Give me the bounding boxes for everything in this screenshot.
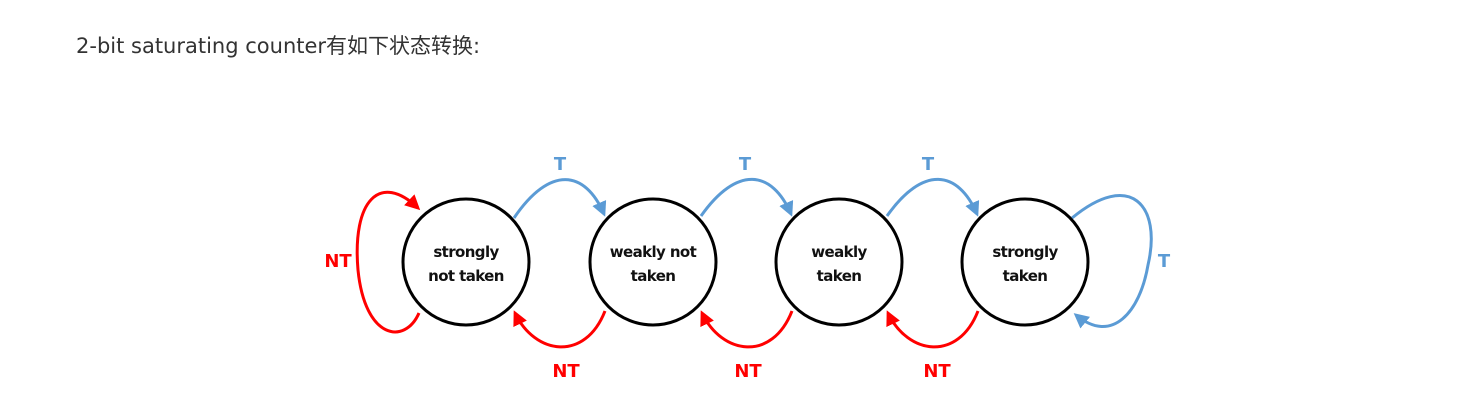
state-label-1-line1: weakly not — [610, 243, 697, 261]
state-circle-strongly-not-taken — [401, 197, 531, 327]
state-label-3-line1: strongly — [992, 243, 1058, 261]
state-label-0-line2: not taken — [428, 267, 504, 285]
edge-label-t-1: T — [554, 154, 567, 175]
state-label-2-line1: weakly — [811, 243, 867, 261]
state-label-3-line2: taken — [1003, 267, 1048, 285]
state-circle-weakly-taken — [774, 197, 904, 327]
state-label-0-line1: strongly — [433, 243, 499, 261]
edge-nt-self-snt — [355, 190, 421, 334]
edge-nt-wt-wnt — [700, 310, 794, 349]
edge-nt-wnt-snt — [513, 310, 607, 349]
edge-nt-st-wt — [886, 310, 980, 349]
edge-t-wt-st — [885, 178, 980, 217]
state-label-1-line2: taken — [631, 267, 676, 285]
edge-label-nt-self: NT — [324, 251, 352, 272]
edge-label-nt-3: NT — [923, 361, 951, 382]
edge-label-nt-1: NT — [552, 361, 580, 382]
edge-t-wnt-wt — [699, 178, 794, 217]
edge-label-t-2: T — [739, 154, 752, 175]
edge-t-snt-wnt — [512, 178, 607, 219]
edge-label-t-3: T — [922, 154, 935, 175]
state-label-2-line2: taken — [817, 267, 862, 285]
edge-label-nt-2: NT — [734, 361, 762, 382]
edge-label-t-self: T — [1158, 251, 1171, 272]
intro-text: 2-bit saturating counter有如下状态转换: — [76, 34, 481, 58]
state-circle-strongly-taken — [960, 197, 1090, 327]
state-circle-weakly-not-taken — [588, 197, 718, 327]
edge-t-self-st — [1071, 194, 1153, 329]
